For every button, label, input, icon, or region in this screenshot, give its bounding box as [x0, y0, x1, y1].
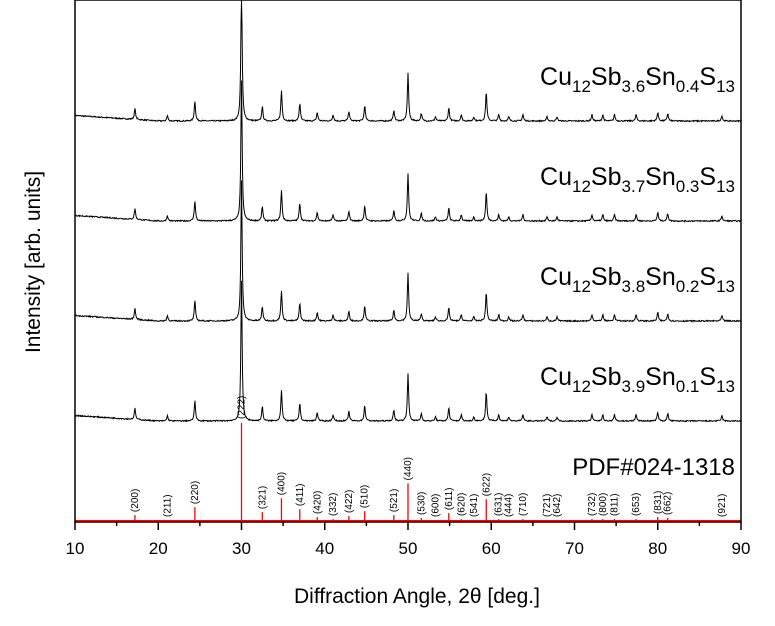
x-tick-label: 40 [315, 539, 334, 558]
x-tick-label: 20 [149, 539, 168, 558]
x-axis-title: Diffraction Angle, 2θ [deg.] [294, 585, 540, 608]
sample-traces [74, 0, 742, 423]
x-tick-label: 70 [565, 539, 584, 558]
x-tick-label: 50 [399, 539, 418, 558]
hkl-label: (510) [360, 485, 371, 508]
hkl-label: (200) [130, 489, 141, 512]
hkl-label: (422) [344, 490, 355, 513]
hkl-label: (600) [430, 494, 441, 517]
hkl-label: (831) [653, 491, 664, 514]
hkl-label: (222) [237, 396, 248, 419]
sample-trace [74, 0, 742, 123]
hkl-label: (642) [552, 494, 563, 517]
hkl-label: (622) [481, 473, 492, 496]
hkl-label: (321) [257, 486, 268, 509]
hkl-label: (521) [389, 489, 400, 512]
sample-label: Cu12Sb3.9Sn0.1S13 [540, 363, 735, 396]
hkl-label: (332) [328, 493, 339, 516]
sample-label: Cu12Sb3.8Sn0.2S13 [540, 263, 735, 296]
sample-trace [74, 180, 742, 323]
hkl-label: (710) [518, 493, 529, 516]
hkl-label: (444) [504, 494, 515, 517]
hkl-label: (662) [663, 492, 674, 515]
hkl-label: (420) [312, 491, 323, 514]
sample-trace [74, 280, 742, 423]
hkl-label: (211) [162, 494, 173, 517]
sample-trace [74, 80, 742, 223]
hkl-label: (811) [609, 493, 620, 516]
hkl-label: (921) [717, 494, 728, 517]
hkl-label: (620) [456, 493, 467, 516]
x-tick-label: 30 [232, 539, 251, 558]
hkl-label: (653) [631, 493, 642, 516]
hkl-label: (530) [416, 492, 427, 515]
hkl-label: (800) [598, 493, 609, 516]
x-tick-label: 80 [648, 539, 667, 558]
hkl-label: (631) [494, 493, 505, 516]
sample-labels: Cu12Sb3.6Sn0.4S13 Cu12Sb3.7Sn0.3S13 Cu12Sb… [540, 63, 735, 396]
hkl-label: (732) [587, 493, 598, 516]
hkl-label: (611) [444, 487, 455, 510]
x-tick-label: 60 [482, 539, 501, 558]
hkl-label: (400) [276, 472, 287, 495]
hkl-label: (541) [469, 494, 480, 517]
sample-label: Cu12Sb3.6Sn0.4S13 [540, 63, 735, 96]
x-tick-label: 90 [732, 539, 751, 558]
reference-label: PDF#024-1318 [572, 454, 735, 481]
hkl-label: (411) [295, 484, 306, 507]
y-axis-title: Intensity [arb. units] [22, 171, 45, 353]
hkl-label: (721) [542, 494, 553, 517]
hkl-label: (220) [190, 481, 201, 504]
sample-label: Cu12Sb3.7Sn0.3S13 [540, 163, 735, 196]
x-tick-label: 10 [66, 539, 85, 558]
hkl-label: (440) [403, 457, 414, 480]
x-axis: 10 20 30 40 50 60 70 80 90 [66, 522, 751, 558]
